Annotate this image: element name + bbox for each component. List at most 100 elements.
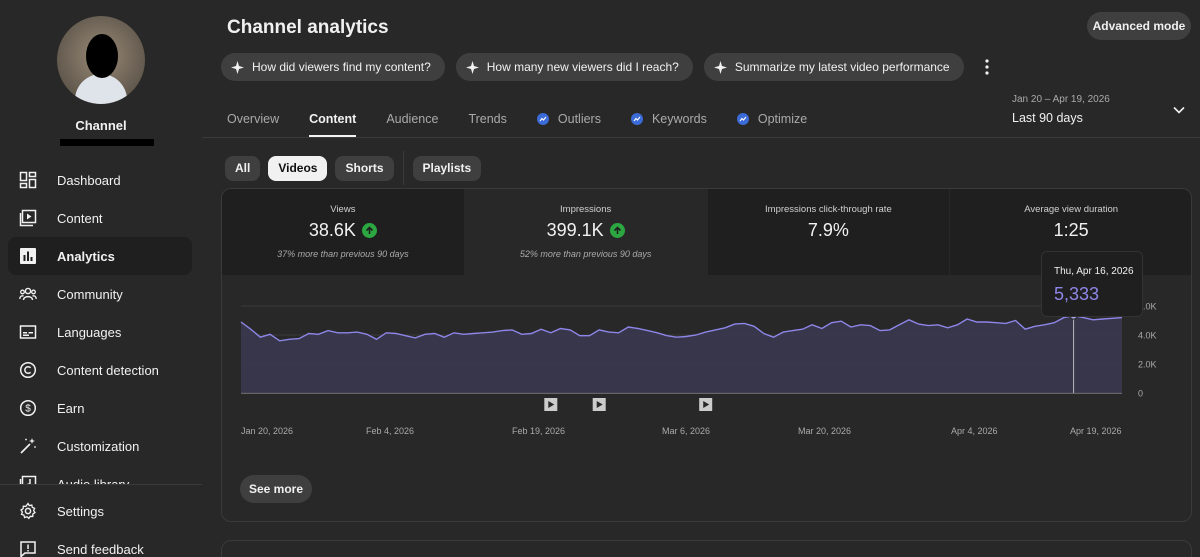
prompt-chip[interactable]: How many new viewers did I reach? (455, 53, 693, 81)
more-options-icon[interactable] (977, 53, 997, 81)
prompt-chip[interactable]: Summarize my latest video performance (703, 53, 964, 81)
x-tick-label: Feb 19, 2026 (512, 426, 565, 436)
prompt-chip-label: Summarize my latest video performance (734, 60, 950, 74)
date-range-text: Jan 20 – Apr 19, 2026 (1012, 94, 1110, 105)
insights-badge-icon (536, 112, 549, 125)
tab-label: Trends (468, 111, 507, 126)
filter-shorts[interactable]: Shorts (335, 155, 394, 181)
redacted-handle (60, 139, 154, 146)
video-marker-icon[interactable] (544, 398, 558, 411)
sidebar: Channel Dashboard Content Analytics Communi… (0, 0, 202, 557)
analytics-card: Views 38.6K 37% more than previous 90 days… (221, 188, 1192, 522)
tooltip-date: Thu, Apr 16, 2026 (1054, 266, 1134, 277)
subtitles-icon (19, 323, 37, 341)
dashboard-icon (19, 171, 37, 189)
metric-tile-views[interactable]: Views 38.6K 37% more than previous 90 days (222, 189, 465, 275)
metric-comparison: 37% more than previous 90 days (277, 249, 409, 259)
magic-wand-icon (19, 437, 37, 455)
tab-label: Outliers (557, 111, 601, 126)
sidebar-item-analytics[interactable]: Analytics (8, 237, 192, 275)
arrow-up-icon (609, 223, 625, 238)
filter-playlists[interactable]: Playlists (412, 155, 482, 181)
x-tick-label: Jan 20, 2026 (241, 426, 293, 436)
tab-label: Content (309, 111, 357, 126)
content-filters: All Videos Shorts Playlists (225, 151, 482, 185)
metric-tile-impressions[interactable]: Impressions 399.1K 52% more than previous … (464, 189, 708, 275)
tab-audience[interactable]: Audience (386, 100, 438, 137)
chart-line (240, 314, 1123, 342)
sidebar-item-label: Send feedback (57, 541, 144, 557)
community-icon (19, 285, 37, 303)
tab-outliers[interactable]: Outliers (536, 100, 601, 137)
sparkle-icon (231, 60, 244, 74)
next-card (221, 540, 1192, 557)
metric-label: Average view duration (1024, 204, 1119, 215)
sidebar-item-customization[interactable]: Customization (8, 427, 192, 465)
filter-videos[interactable]: Videos (268, 155, 328, 181)
channel-avatar[interactable] (57, 16, 145, 104)
tab-trends[interactable]: Trends (468, 100, 506, 137)
see-more-button[interactable]: See more (240, 475, 312, 503)
y-tick-label: 4.0K (1138, 331, 1157, 341)
tabs-divider (202, 137, 1200, 138)
metric-value-row: 399.1K (465, 220, 707, 241)
prompt-chip[interactable]: How did viewers find my content? (221, 53, 445, 81)
dollar-icon: $ (19, 399, 37, 417)
filter-divider (402, 151, 404, 185)
audio-library-icon (19, 475, 37, 484)
metric-tile-impressions-click-through-rate[interactable]: Impressions click-through rate 7.9% (707, 189, 951, 275)
sidebar-item-label: Dashboard (57, 172, 121, 188)
metric-tile-average-view-duration[interactable]: Average view duration 1:25 (950, 189, 1191, 275)
metric-label: Views (330, 204, 356, 215)
sidebar-item-label: Customization (57, 438, 140, 454)
sidebar-item-label: Earn (57, 400, 85, 416)
metric-value: 399.1K (546, 220, 604, 240)
sidebar-item-audio-library[interactable]: Audio library (8, 465, 192, 484)
advanced-mode-button[interactable]: Advanced mode (1087, 12, 1191, 40)
sidebar-item-content[interactable]: Content (8, 199, 192, 237)
tab-keywords[interactable]: Keywords (630, 100, 707, 137)
filter-all[interactable]: All (225, 155, 261, 181)
sidebar-item-label: Settings (57, 503, 104, 519)
y-tick-label: 0 (1138, 389, 1143, 399)
tab-label: Optimize (757, 111, 808, 126)
tooltip-value: 5,333 (1054, 284, 1100, 304)
tab-label: Overview (227, 111, 280, 126)
sidebar-item-dashboard[interactable]: Dashboard (8, 161, 192, 199)
sidebar-item-content-detection[interactable]: Content detection (8, 351, 192, 389)
x-tick-label: Mar 20, 2026 (798, 426, 851, 436)
sidebar-bottom: Settings Send feedback (0, 484, 202, 557)
copyright-icon (19, 361, 37, 379)
views-chart[interactable]: 6.0K 4.0K 2.0K 0 Jan 20, 2026 Feb 4, 2026 Feb … (222, 275, 1192, 522)
sidebar-item-label: Content detection (57, 362, 159, 378)
x-tick-label: Apr 4, 2026 (951, 426, 998, 436)
tab-content[interactable]: Content (309, 100, 357, 137)
video-marker-icon[interactable] (699, 398, 713, 411)
tab-overview[interactable]: Overview (227, 100, 279, 137)
chevron-down-icon[interactable] (1172, 103, 1186, 117)
sidebar-item-languages[interactable]: Languages (8, 313, 192, 351)
prompt-chips: How did viewers find my content? How many… (221, 53, 997, 81)
sidebar-item-settings[interactable]: Settings (8, 492, 192, 530)
analytics-icon (19, 247, 37, 265)
metric-label: Impressions click-through rate (765, 204, 892, 215)
chart-tooltip: Thu, Apr 16, 2026 5,333 (1041, 251, 1143, 317)
y-tick-label: 2.0K (1138, 360, 1157, 370)
insights-badge-icon (630, 112, 643, 125)
metric-label: Impressions (560, 204, 612, 215)
sidebar-nav: Dashboard Content Analytics Community Langua… (8, 161, 192, 484)
video-marker-icon[interactable] (592, 398, 606, 411)
metric-value: 1:25 (1053, 220, 1089, 240)
insights-badge-icon (736, 112, 749, 125)
gear-icon (19, 502, 37, 520)
tab-optimize[interactable]: Optimize (736, 100, 808, 137)
date-range-picker[interactable]: Jan 20 – Apr 19, 2026 Last 90 days (1012, 94, 1110, 125)
sidebar-item-label: Audio library (57, 476, 130, 485)
sidebar-item-send-feedback[interactable]: Send feedback (8, 530, 192, 557)
x-tick-label: Feb 4, 2026 (366, 426, 414, 436)
arrow-up-icon (361, 223, 377, 238)
sidebar-item-earn[interactable]: $ Earn (8, 389, 192, 427)
metric-value-row: 1:25 (950, 220, 1191, 241)
sidebar-item-community[interactable]: Community (8, 275, 192, 313)
tab-label: Keywords (651, 111, 707, 126)
